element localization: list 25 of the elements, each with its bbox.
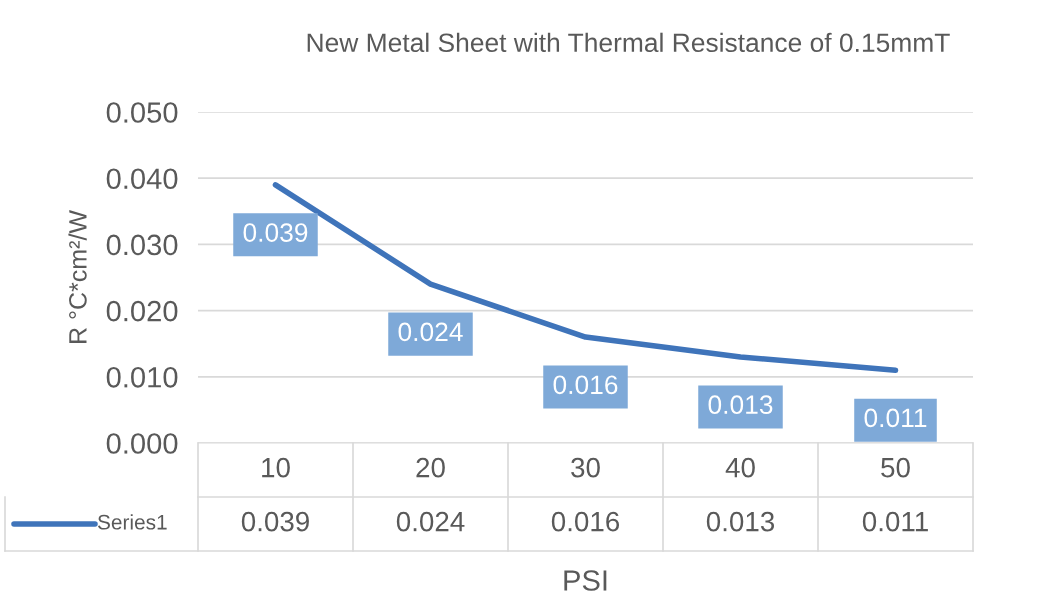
x-tick-label: 50 <box>881 457 910 478</box>
data-label: 0.016 <box>551 511 620 532</box>
y-tick-label: 0.040 <box>106 168 178 190</box>
y-axis-title: R °C*cm²/W <box>68 210 87 343</box>
x-tick-label: 30 <box>571 457 600 478</box>
annotation: 0.013 <box>708 395 773 415</box>
x-tick-label: 10 <box>262 457 290 478</box>
annotation: 0.024 <box>398 322 463 342</box>
y-tick-label: 0.030 <box>106 234 178 256</box>
data-label: 0.011 <box>862 511 928 532</box>
data-label: 0.039 <box>241 511 309 532</box>
annotation: 0.011 <box>864 408 927 428</box>
x-axis-title: PSI <box>564 570 607 591</box>
legend-label: Series1 <box>97 514 167 530</box>
y-tick-label: 0.010 <box>106 367 178 388</box>
annotation: 0.016 <box>553 375 618 395</box>
y-tick-label: 0.000 <box>106 433 178 454</box>
y-tick-label: 0.020 <box>106 300 178 322</box>
x-tick-label: 40 <box>725 457 755 478</box>
annotation: 0.039 <box>243 223 308 242</box>
data-label: 0.013 <box>706 511 775 532</box>
chart-title: New Metal Sheet with Thermal Resistance of 0.15mmT <box>307 32 950 53</box>
y-tick-label: 0.050 <box>106 102 178 123</box>
x-tick-label: 20 <box>416 457 445 478</box>
data-label: 0.024 <box>396 511 465 532</box>
